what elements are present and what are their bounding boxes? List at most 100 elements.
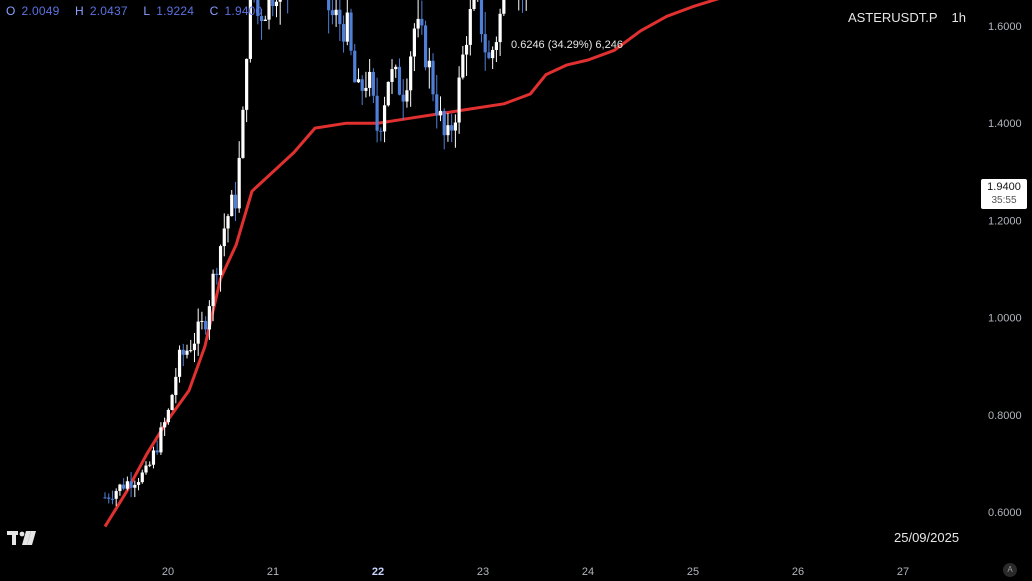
high-label: H [75,4,84,18]
candle-body [472,0,476,9]
x-tick-label: 22 [372,566,384,578]
candle-body [360,79,364,91]
candle-body [207,306,211,330]
candle-body [364,87,368,91]
candle-body [427,60,431,68]
candle-body [230,194,234,217]
candle-body [256,0,260,16]
candle-body [479,0,484,35]
candle-body [155,450,159,453]
candle-body [237,157,241,209]
candle-body [431,60,435,95]
candle-body [390,69,394,82]
candle-body [420,18,424,26]
candle-body [338,9,342,25]
candle-body [334,9,338,16]
candles-layer [103,0,527,507]
candle-body [345,12,349,42]
candle-body [502,0,506,14]
candle-body [174,376,178,395]
candle-body [140,472,144,483]
drawings-layer: 0.6246 (34.29%) 6,246 [511,39,623,51]
auto-scale-button[interactable]: A [1003,563,1017,577]
candle-body [379,130,383,132]
y-tick-label: 0.6000 [988,507,1022,519]
candle-body [371,71,375,96]
candle-body [181,349,185,355]
open-label: O [6,4,16,18]
measure-label: 0.6246 (34.29%) 6,246 [511,39,623,51]
candle-body [353,50,357,83]
candle-body [103,497,107,499]
price-axis[interactable]: 0.60000.80001.00001.20001.40001.60001.80… [988,0,1022,519]
x-tick-label: 20 [162,566,174,578]
candle-body [457,77,461,123]
moving-average-layer [103,0,720,528]
candle-body [248,0,252,59]
candle-body [271,0,275,7]
candle-body [107,497,111,499]
candle-body [368,71,372,88]
ohlc-readout: O 2.0049 H 2.0437 L 1.9224 C 1.9400 [6,4,274,18]
candle-body [405,90,409,102]
candle-body [192,343,197,351]
candle-body [118,484,122,492]
candle-body [200,320,204,322]
y-tick-label: 1.2000 [988,215,1022,227]
candle-body [450,125,454,131]
candle-body [386,81,390,106]
candle-body [468,8,472,45]
candle-body [215,273,219,276]
candle-body [204,320,208,330]
moving-average-line [103,0,720,528]
candle-body [412,28,416,57]
candle-body [442,110,446,136]
high-value: 2.0437 [89,4,128,18]
time-axis[interactable]: 20 21 22 23 24 25 26 27 [162,566,909,578]
candle-body [349,12,353,51]
candle-body [267,0,271,20]
candle-body [356,79,361,83]
candle-body [233,194,238,209]
candle-body [159,427,163,453]
x-tick-label: 24 [582,566,594,578]
candle-body [110,498,115,500]
x-tick-label: 25 [687,566,699,578]
candle-body [274,1,279,7]
candle-body [144,465,148,473]
candle-body [136,482,141,485]
tradingview-logo-icon[interactable] [7,529,37,552]
candle-body [494,42,498,50]
candle-body [226,216,230,229]
candle-body [122,484,126,489]
candle-body [464,44,469,55]
candle-body [487,52,491,59]
symbol-title[interactable]: ASTERUSDT.P 1h [848,10,966,25]
y-tick-label: 1.6000 [988,21,1022,33]
candle-body [218,246,223,276]
candle-body [151,450,156,465]
candle-body [498,13,502,43]
last-price-value: 1.9400 [987,181,1021,193]
candle-body [327,0,331,11]
candle-body [461,54,465,78]
candle-body [133,484,137,488]
candle-body [185,350,189,355]
symbol-name: ASTERUSDT.P [847,10,938,25]
x-tick-label: 26 [792,566,804,578]
candle-body [163,422,167,428]
x-tick-label: 27 [897,566,909,578]
candle-body [409,56,413,91]
low-label: L [143,4,151,18]
candle-body [278,0,282,2]
candle-body [222,228,226,247]
candle-body [125,481,129,489]
current-date-label: 25/09/2025 [894,530,960,545]
candle-body [394,66,398,70]
close-label: C [209,4,219,18]
candle-body [189,350,193,352]
candle-body [114,491,118,499]
candle-body [435,94,439,116]
candle-body [397,66,402,95]
